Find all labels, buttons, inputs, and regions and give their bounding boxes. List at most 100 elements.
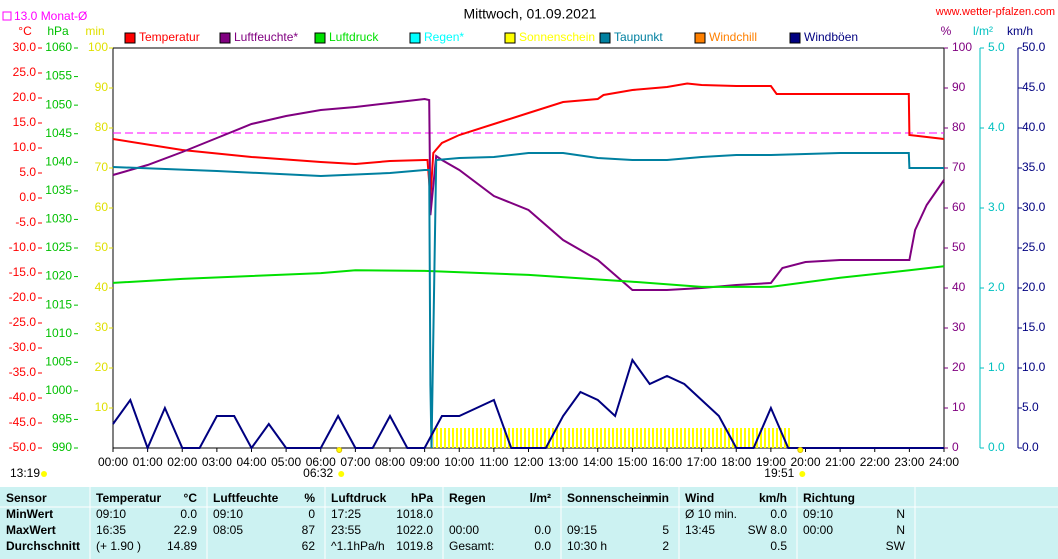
table-cell: Richtung: [803, 491, 855, 505]
legend-swatch: [504, 32, 516, 44]
table-cell: 22.9: [174, 523, 198, 537]
table-cell: 1018.0: [396, 507, 433, 521]
y-tick-label: 20: [95, 360, 109, 374]
y-tick-label: 90: [952, 80, 966, 94]
y-tick-label: -20.0: [9, 290, 37, 304]
x-tick-label: 17:00: [687, 455, 717, 469]
x-tick-label: 02:00: [167, 455, 197, 469]
y-tick-label: -25.0: [9, 315, 37, 329]
y-tick-label: 1000: [45, 383, 72, 397]
y-tick-label: -35.0: [9, 365, 37, 379]
y-tick-label: 80: [952, 120, 966, 134]
y-tick-label: -30.0: [9, 340, 37, 354]
y-tick-label: -40.0: [9, 390, 37, 404]
y-tick-label: 5.0: [19, 165, 36, 179]
table-cell: 0: [308, 507, 315, 521]
y-tick-label: 10.0: [13, 140, 37, 154]
y-tick-label: 1005: [45, 354, 72, 368]
sun-icon: [41, 471, 47, 477]
y-tick-label: 15.0: [13, 115, 37, 129]
table-cell: Temperatur: [96, 491, 161, 505]
table-cell: N: [896, 507, 905, 521]
table-cell: 5: [662, 523, 669, 537]
y-tick-label: 50: [95, 240, 109, 254]
table-cell: 1022.0: [396, 523, 433, 537]
legend-label: Luftfeuchte*: [234, 30, 298, 44]
y-tick-label: -50.0: [9, 440, 37, 454]
table-cell: hPa: [411, 491, 433, 505]
table-cell: 2: [662, 539, 669, 553]
series-line: [112, 152, 944, 449]
legend-label: Luftdruck: [329, 30, 379, 44]
table-cell: Luftfeuchte: [213, 491, 279, 505]
y-tick-label: 1015: [45, 297, 72, 311]
x-tick-label: 19:00: [756, 455, 786, 469]
axis-title: min: [85, 24, 104, 38]
table-cell: 09:10: [96, 507, 126, 521]
y-tick-label: 1020: [45, 269, 72, 283]
legend-label: Taupunkt: [614, 30, 663, 44]
y-tick-label: 80: [95, 120, 109, 134]
table-cell: 10:30 h: [567, 539, 607, 553]
y-tick-label: 45.0: [1022, 80, 1046, 94]
table-bg: [0, 487, 1058, 559]
table-cell: 09:10: [213, 507, 243, 521]
y-tick-label: 0.0: [1022, 440, 1039, 454]
x-tick-label: 03:00: [202, 455, 232, 469]
table-cell: 1019.8: [396, 539, 433, 553]
table-cell: 0.5: [770, 539, 787, 553]
x-tick-label: 20:00: [790, 455, 820, 469]
legend-swatch: [219, 32, 231, 44]
x-tick-label: 21:00: [825, 455, 855, 469]
table-cell: Luftdruck: [331, 491, 387, 505]
y-tick-label: 990: [52, 440, 72, 454]
y-tick-label: -45.0: [9, 415, 37, 429]
legend-swatch: [409, 32, 421, 44]
table-cell: ^1.1hPa/h: [331, 539, 385, 553]
y-tick-label: 1050: [45, 97, 72, 111]
table-cell: Sonnenschein: [567, 491, 649, 505]
legend-swatch: [789, 32, 801, 44]
series-line: [112, 265, 945, 288]
legend-swatch: [694, 32, 706, 44]
y-tick-label: 1025: [45, 240, 72, 254]
y-tick-label: 10: [952, 400, 966, 414]
y-tick-label: 70: [95, 160, 109, 174]
axis-title: l/m²: [973, 24, 993, 38]
table-cell: 14.89: [167, 539, 197, 553]
table-cell: 0.0: [180, 507, 197, 521]
table-cell: Regen: [449, 491, 486, 505]
y-tick-label: 10.0: [1022, 360, 1046, 374]
y-tick-label: 3.0: [988, 200, 1005, 214]
y-tick-label: 2.0: [988, 280, 1005, 294]
x-tick-label: 08:00: [375, 455, 405, 469]
y-tick-label: 60: [952, 200, 966, 214]
table-cell: 17:25: [331, 507, 361, 521]
y-tick-label: 60: [95, 200, 109, 214]
legend-label: Windböen: [804, 30, 858, 44]
axis-title: hPa: [47, 24, 69, 38]
sun-marker: [797, 447, 804, 453]
table-cell: 09:10: [803, 507, 833, 521]
axis-title: %: [941, 24, 952, 38]
legend-label: Windchill: [709, 30, 757, 44]
y-tick-label: 20.0: [1022, 280, 1046, 294]
x-tick-label: 18:00: [721, 455, 751, 469]
y-tick-label: 1035: [45, 183, 72, 197]
y-tick-label: -10.0: [9, 240, 37, 254]
table-cell: 16:35: [96, 523, 126, 537]
y-tick-label: 1045: [45, 126, 72, 140]
y-tick-label: 40: [95, 280, 109, 294]
y-tick-label: 1010: [45, 326, 72, 340]
y-tick-label: 35.0: [1022, 160, 1046, 174]
table-cell: 00:00: [449, 523, 479, 537]
x-tick-label: 04:00: [236, 455, 266, 469]
y-tick-label: 20.0: [13, 90, 37, 104]
y-tick-label: 30: [95, 320, 109, 334]
y-tick-label: 10: [95, 400, 109, 414]
sun-icon: [338, 471, 345, 477]
y-tick-label: 25.0: [13, 65, 37, 79]
table-cell: °C: [184, 491, 198, 505]
x-tick-label: 12:00: [513, 455, 543, 469]
table-cell: Gesamt:: [449, 539, 494, 553]
